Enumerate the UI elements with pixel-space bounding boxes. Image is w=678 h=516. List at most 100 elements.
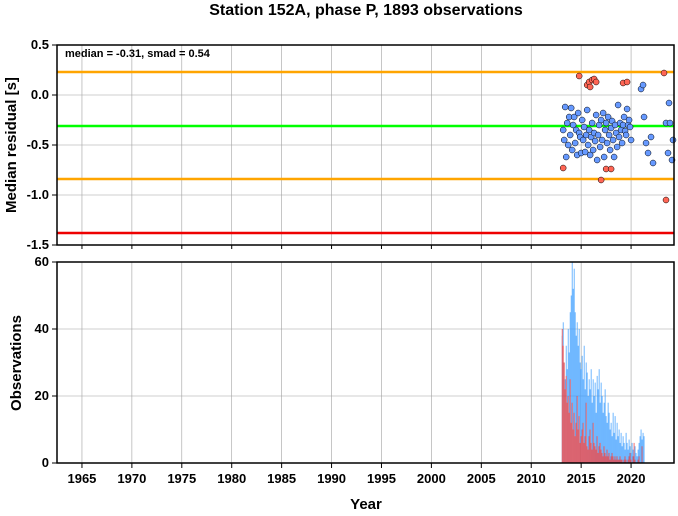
observation-bar (642, 432, 644, 463)
observation-bar (632, 456, 634, 463)
residual-point (599, 109, 607, 117)
observation-bar (619, 442, 621, 463)
observation-bar (580, 369, 582, 463)
observation-bar (603, 402, 605, 463)
chart-title: Station 152A, phase P, 1893 observations (209, 2, 523, 19)
residual-point (625, 116, 633, 124)
observation-bar (596, 375, 598, 463)
observation-bar (623, 459, 625, 463)
observation-bar (604, 389, 606, 463)
observation-bar (583, 345, 585, 463)
observation-bar (603, 446, 605, 463)
observation-bar (617, 436, 619, 463)
observation-bar (628, 439, 630, 463)
observation-bar (575, 335, 577, 463)
residual-point (561, 103, 569, 111)
observation-bar (579, 442, 581, 463)
residual-point (642, 139, 650, 147)
observation-bar (625, 459, 627, 463)
observation-bar (635, 452, 637, 463)
observation-bar (598, 369, 600, 463)
observation-bar (609, 459, 611, 463)
observation-bar (606, 449, 608, 463)
residual-point (660, 69, 668, 77)
residual-point (665, 99, 673, 107)
residual-point (588, 119, 596, 127)
observation-bar (627, 449, 629, 463)
residual-point (596, 143, 604, 151)
residual-point (593, 156, 601, 164)
residual-point (649, 159, 657, 167)
observation-bar (594, 382, 596, 463)
residual-point (579, 136, 587, 144)
observation-bar (615, 439, 617, 463)
residual-point (603, 139, 611, 147)
observation-bar (571, 262, 573, 463)
observation-bar (581, 355, 583, 463)
observation-bar (630, 452, 632, 463)
residual-point (615, 133, 623, 141)
observation-bar (611, 436, 613, 463)
observation-bar (593, 442, 595, 463)
residual-point (609, 136, 617, 144)
residual-point (566, 131, 574, 139)
observation-bar (618, 429, 620, 463)
observation-bar (601, 396, 603, 463)
year-x-tick-label: 1975 (167, 471, 196, 486)
residual-point (591, 137, 599, 145)
observation-bars (561, 262, 645, 463)
observation-bar (597, 389, 599, 463)
observation-bar (618, 459, 620, 463)
observation-bar (581, 429, 583, 463)
observation-bar (608, 452, 610, 463)
residual-point (623, 105, 631, 113)
observation-bar (615, 459, 617, 463)
observation-bar (621, 446, 623, 463)
observation-bar (565, 375, 567, 463)
observation-bar (562, 345, 564, 463)
observations-panel-frame (56, 261, 675, 464)
observations-y-axis-label: Observations (8, 315, 25, 411)
observation-bar (612, 412, 614, 463)
residual-y-axis-label: Median residual [s] (3, 77, 20, 213)
observation-bar (639, 436, 641, 463)
observation-bar (574, 436, 576, 463)
year-x-tick-label: 1985 (267, 471, 296, 486)
observation-bar (588, 436, 590, 463)
observation-bar (602, 456, 604, 463)
observation-bar (628, 456, 630, 463)
observation-bar (637, 459, 639, 463)
residual-point (559, 164, 567, 172)
observation-bar (592, 422, 594, 463)
observation-bar (595, 412, 597, 463)
observation-bar (609, 429, 611, 463)
residual-point (640, 113, 648, 121)
residual-point (602, 119, 610, 127)
observation-bar (573, 412, 575, 463)
residual-point (586, 83, 594, 91)
observation-bar (605, 456, 607, 463)
observation-bar (622, 436, 624, 463)
residual-y-tick-label: -1.5 (27, 237, 49, 252)
observation-bar (641, 446, 643, 463)
observation-bar (582, 422, 584, 463)
observation-bar (616, 456, 618, 463)
residual-point (664, 149, 672, 157)
year-x-tick-label: 1970 (117, 471, 146, 486)
observation-bar (582, 379, 584, 463)
observation-bar (572, 429, 574, 463)
stats-annotation: median = -0.31, smad = 0.54 (65, 48, 211, 60)
observation-bar (611, 452, 613, 463)
residual-point (644, 149, 652, 157)
observation-bar (638, 456, 640, 463)
observation-bar (614, 416, 616, 463)
year-x-tick-label: 2005 (467, 471, 496, 486)
residual-points (559, 69, 677, 204)
residual-point (571, 139, 579, 147)
observation-bar (625, 432, 627, 463)
observation-bar (634, 459, 636, 463)
residual-point (600, 153, 608, 161)
observation-bar (586, 446, 588, 463)
residual-point (569, 121, 577, 129)
